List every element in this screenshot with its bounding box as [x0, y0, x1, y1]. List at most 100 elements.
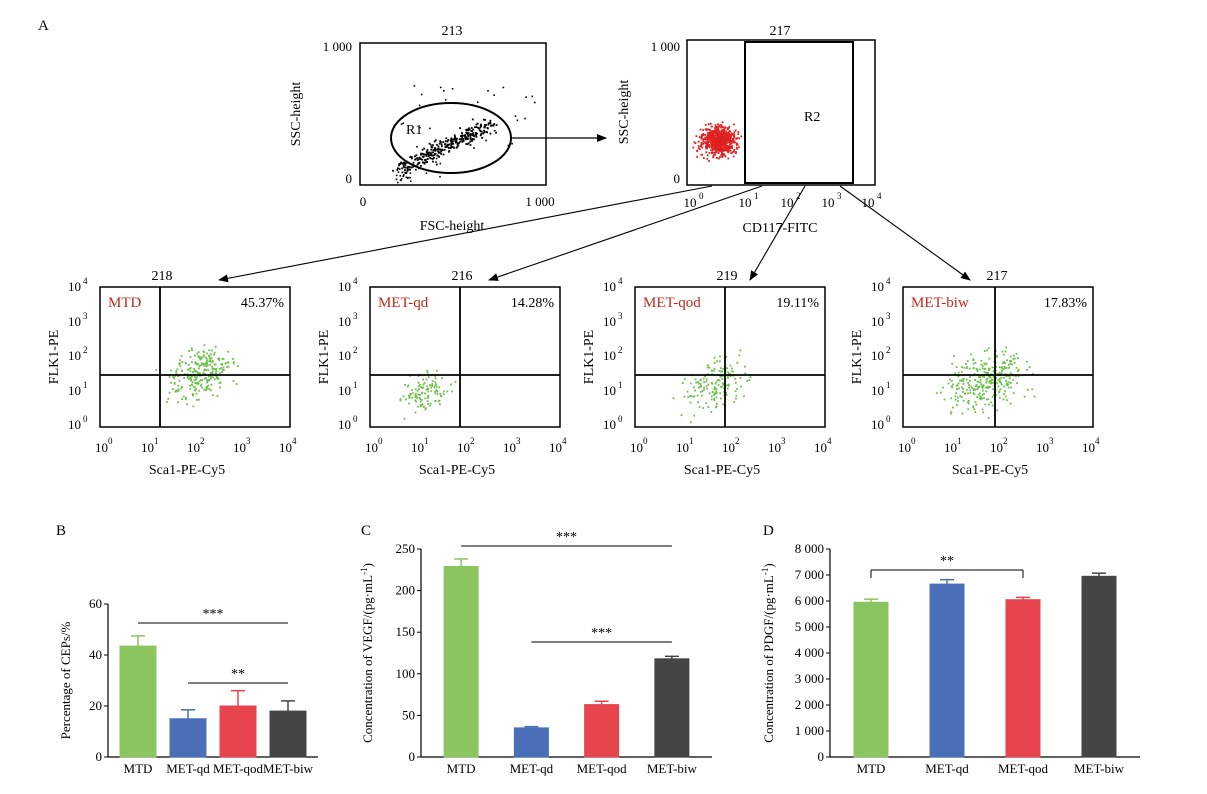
event-dot	[414, 394, 417, 397]
event-dot	[719, 156, 721, 158]
event-dot	[708, 135, 711, 138]
event-dot	[493, 123, 496, 125]
event-dot	[722, 152, 724, 155]
event-dot	[191, 349, 193, 352]
event-dot	[421, 391, 424, 394]
event-dot	[721, 121, 724, 124]
plot-frame	[634, 286, 826, 428]
event-dot	[976, 388, 979, 391]
event-dot	[733, 150, 735, 152]
event-dot	[457, 142, 459, 144]
event-dot	[487, 122, 490, 125]
event-dot	[224, 362, 227, 365]
event-dot	[222, 366, 225, 369]
y-axis-label-text: Percentage of CEPs/%	[58, 621, 73, 739]
event-dot	[716, 360, 718, 363]
x-tick-label: MTD	[447, 761, 476, 776]
event-dot	[533, 101, 536, 104]
event-dot	[402, 175, 405, 178]
event-dot	[996, 409, 999, 412]
x-tick-label: MET-qod	[577, 761, 628, 776]
event-dot	[1001, 370, 1004, 372]
event-dot	[414, 168, 417, 171]
event-dot	[461, 134, 464, 137]
event-dot	[424, 159, 426, 161]
event-dot	[417, 381, 420, 384]
event-dot	[710, 134, 713, 137]
event-dot	[990, 379, 993, 382]
x-axis-label: Sca1-PE-Cy5	[419, 463, 495, 478]
event-dot	[177, 375, 180, 377]
event-dot	[427, 153, 430, 155]
x-tick-exponent: 1	[154, 436, 159, 446]
event-dot	[734, 141, 737, 144]
event-dot	[694, 142, 697, 145]
event-dot	[728, 372, 730, 375]
gate-label: R2	[804, 110, 820, 125]
event-dot	[206, 378, 209, 381]
event-dot	[431, 158, 434, 160]
event-dot	[705, 145, 707, 147]
event-dot	[967, 382, 970, 384]
event-dot	[952, 406, 954, 409]
event-dot	[485, 130, 488, 133]
event-dot	[450, 143, 453, 145]
event-dot	[973, 408, 976, 411]
event-dot	[167, 398, 170, 400]
y-tick-label: 5 000	[795, 619, 824, 634]
event-dot	[1003, 365, 1006, 368]
event-dot	[951, 362, 954, 365]
event-dot	[987, 387, 990, 389]
event-dot	[979, 378, 982, 381]
event-dot	[716, 129, 718, 132]
event-dot	[949, 412, 952, 415]
event-dot	[709, 122, 712, 125]
event-dot	[975, 367, 978, 370]
event-dot	[407, 176, 409, 179]
event-dot	[1017, 370, 1019, 373]
event-dot	[1000, 382, 1003, 384]
event-dot	[693, 414, 696, 417]
event-dot	[1006, 384, 1008, 387]
event-dot	[730, 152, 732, 155]
event-dot	[511, 142, 513, 145]
event-dot	[1015, 366, 1018, 369]
event-dot	[524, 117, 526, 120]
bar-met-biw	[269, 710, 307, 758]
x-tick-label: MET-qod	[998, 761, 1049, 776]
event-dot	[722, 132, 725, 135]
event-dot	[434, 147, 436, 149]
event-dot	[1009, 360, 1011, 362]
event-dot	[699, 128, 702, 131]
event-dot	[471, 138, 474, 140]
event-dot	[965, 362, 967, 365]
event-dot	[715, 392, 718, 395]
event-dot	[985, 381, 988, 384]
event-dot	[470, 138, 473, 141]
event-dot	[982, 411, 985, 414]
plot-frame	[686, 39, 876, 186]
event-dot	[971, 387, 974, 389]
event-dot	[956, 388, 958, 390]
bar-mtd	[119, 645, 157, 758]
event-dot	[421, 403, 424, 406]
event-dot	[188, 377, 191, 380]
event-dot	[173, 382, 176, 385]
event-dot	[180, 369, 183, 372]
event-dot	[704, 128, 707, 131]
x-tick-exponent: 2	[200, 436, 205, 446]
event-dot	[710, 145, 713, 147]
event-dot	[455, 139, 458, 141]
event-dot	[400, 161, 402, 164]
event-dot	[414, 399, 417, 402]
event-dot	[192, 385, 195, 388]
event-dot	[711, 137, 713, 140]
event-dot	[708, 133, 711, 135]
event-dot	[1017, 357, 1019, 359]
event-dot	[469, 144, 472, 146]
event-dot	[208, 378, 210, 381]
event-dot	[733, 136, 736, 139]
event-dot	[998, 391, 1000, 393]
event-dot	[734, 129, 737, 132]
